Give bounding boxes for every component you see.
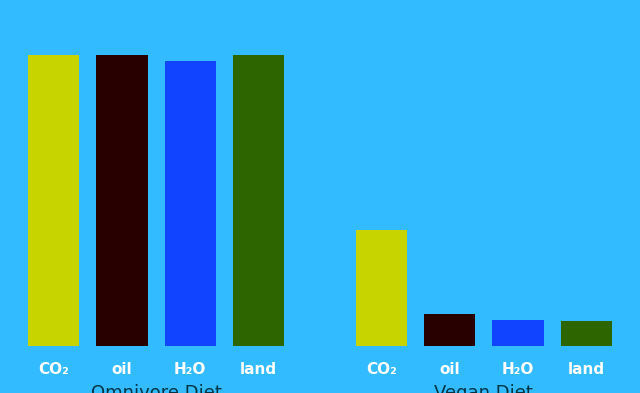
Text: oil: oil [112, 362, 132, 377]
Text: H₂O: H₂O [502, 362, 534, 377]
Bar [164, 61, 216, 346]
Text: oil: oil [440, 362, 460, 377]
Text: land: land [568, 362, 605, 377]
Bar [28, 55, 79, 346]
Bar [97, 55, 148, 346]
Bar [233, 55, 284, 346]
Bar [424, 314, 476, 346]
Bar [492, 320, 543, 346]
Text: Omnivore Diet: Omnivore Diet [91, 384, 221, 393]
Text: land: land [240, 362, 277, 377]
Bar [356, 230, 407, 346]
Text: Vegan Diet: Vegan Diet [435, 384, 533, 393]
Text: CO₂: CO₂ [366, 362, 397, 377]
Text: H₂O: H₂O [174, 362, 207, 377]
Text: CO₂: CO₂ [38, 362, 69, 377]
Bar [561, 321, 612, 346]
